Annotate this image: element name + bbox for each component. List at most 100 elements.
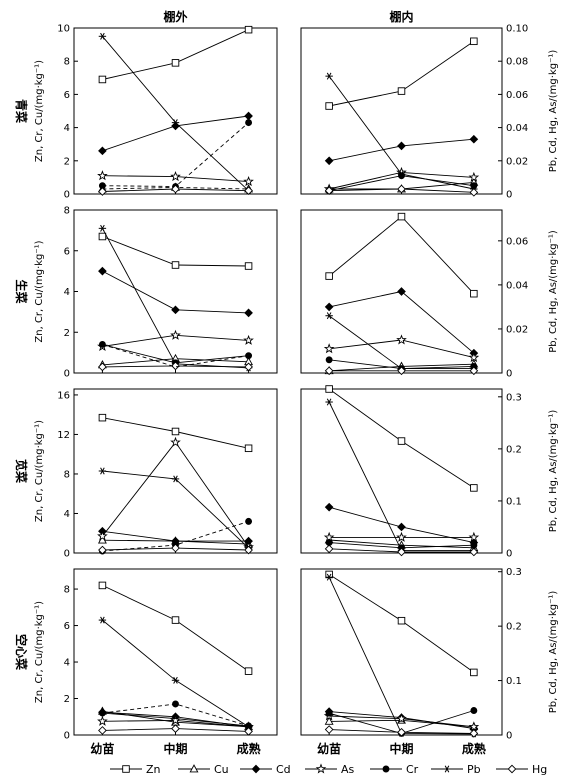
data-point (326, 72, 332, 80)
data-point (469, 729, 479, 738)
x-category-label: 成熟 (237, 741, 261, 756)
series-zn (98, 25, 253, 84)
data-point (326, 573, 332, 581)
y-axis-left-title: Zn, Cr, Cu/(mg·kg⁻¹) (34, 601, 45, 703)
series-cd (324, 134, 479, 166)
y-tick-label-right: 0.06 (506, 90, 528, 101)
legend-marker (122, 765, 130, 773)
data-point (470, 668, 478, 677)
data-point (397, 141, 406, 151)
series-zn (325, 212, 478, 298)
data-point (324, 302, 334, 312)
data-point (171, 305, 180, 315)
y-axis-right-title: Pb, Cd, Hg, As/(mg·kg⁻¹) (548, 50, 559, 173)
data-point (323, 343, 335, 354)
y-tick-label-left: 12 (57, 430, 70, 441)
legend-item: Zn (110, 763, 161, 776)
data-point (396, 531, 407, 542)
data-point (324, 186, 334, 196)
data-point (397, 184, 406, 194)
column-title: 棚外 (163, 9, 187, 24)
series-line (102, 29, 249, 80)
series-line (102, 441, 249, 548)
data-point (470, 707, 478, 714)
y-axis-right-title: Pb, Cd, Hg, As/(mg·kg⁻¹) (548, 230, 559, 353)
y-tick-label-right: 0.08 (506, 57, 528, 68)
data-point (324, 716, 334, 725)
series-line (328, 215, 475, 295)
data-point (171, 543, 180, 553)
series-line (102, 712, 249, 727)
series-cd (98, 266, 253, 318)
data-point (170, 436, 181, 447)
data-point (172, 700, 179, 708)
x-category-label: 幼苗 (317, 741, 341, 756)
series-hg (324, 366, 479, 376)
y-tick-label-right: 0.04 (506, 280, 528, 291)
data-point (324, 366, 334, 376)
data-point (171, 724, 180, 733)
series-line (102, 228, 249, 369)
data-point (244, 667, 253, 675)
legend-item: Cu (178, 763, 229, 776)
y-tick-label-left: 8 (64, 206, 70, 217)
series-hg (98, 361, 253, 372)
data-point (397, 287, 406, 296)
y-tick-label-right: 0.1 (506, 676, 522, 687)
data-point (397, 437, 406, 445)
data-point (469, 188, 479, 197)
series-line (329, 40, 475, 107)
series-zn (98, 581, 253, 675)
x-category-label: 成熟 (462, 741, 486, 756)
data-point (245, 517, 253, 525)
data-point (397, 366, 406, 376)
data-point (325, 102, 333, 110)
data-point (244, 262, 253, 270)
series-cd (98, 111, 253, 156)
y-tick-label-left: 2 (64, 694, 70, 705)
series-zn (325, 570, 478, 677)
data-point (324, 502, 334, 512)
legend-marker (315, 763, 327, 774)
row-label: 空心菜 (14, 634, 29, 670)
y-tick-label-right: 0.02 (506, 156, 528, 167)
y-tick-label-right: 0 (506, 731, 512, 742)
series-line (329, 339, 475, 359)
series-hg (324, 725, 479, 738)
data-point (244, 186, 253, 196)
data-point (97, 715, 108, 726)
x-category-label: 幼苗 (90, 741, 114, 756)
legend-label: Cr (406, 763, 419, 776)
data-point (399, 170, 404, 178)
data-point (244, 727, 253, 736)
legend-item: As (305, 763, 355, 776)
data-point (325, 709, 333, 717)
x-category-label: 中期 (389, 741, 413, 756)
series-as (323, 334, 480, 363)
y-tick-label-left: 8 (64, 469, 70, 480)
data-point (470, 289, 478, 298)
data-point (171, 427, 180, 436)
data-point (468, 531, 480, 542)
legend-marker (382, 765, 390, 773)
data-point (98, 726, 107, 735)
y-tick-label-left: 0 (64, 369, 70, 380)
data-point (469, 134, 479, 144)
y-tick-label-left: 4 (64, 658, 70, 669)
y-tick-label-right: 0.2 (506, 622, 522, 633)
data-point (325, 385, 333, 393)
data-point (244, 111, 253, 121)
data-point (98, 75, 107, 84)
y-tick-label-left: 0 (64, 190, 70, 201)
legend-label: As (341, 763, 355, 776)
data-point (396, 334, 407, 345)
data-point (98, 581, 107, 590)
data-point (244, 362, 253, 372)
series-zn (325, 37, 478, 110)
panel-frame (73, 27, 278, 195)
y-tick-label-right: 0.3 (506, 392, 522, 403)
series-zn (325, 385, 478, 492)
series-as (323, 531, 480, 542)
series-line (102, 115, 249, 152)
y-axis-left-title: Zn, Cr, Cu/(mg·kg⁻¹) (34, 240, 45, 342)
